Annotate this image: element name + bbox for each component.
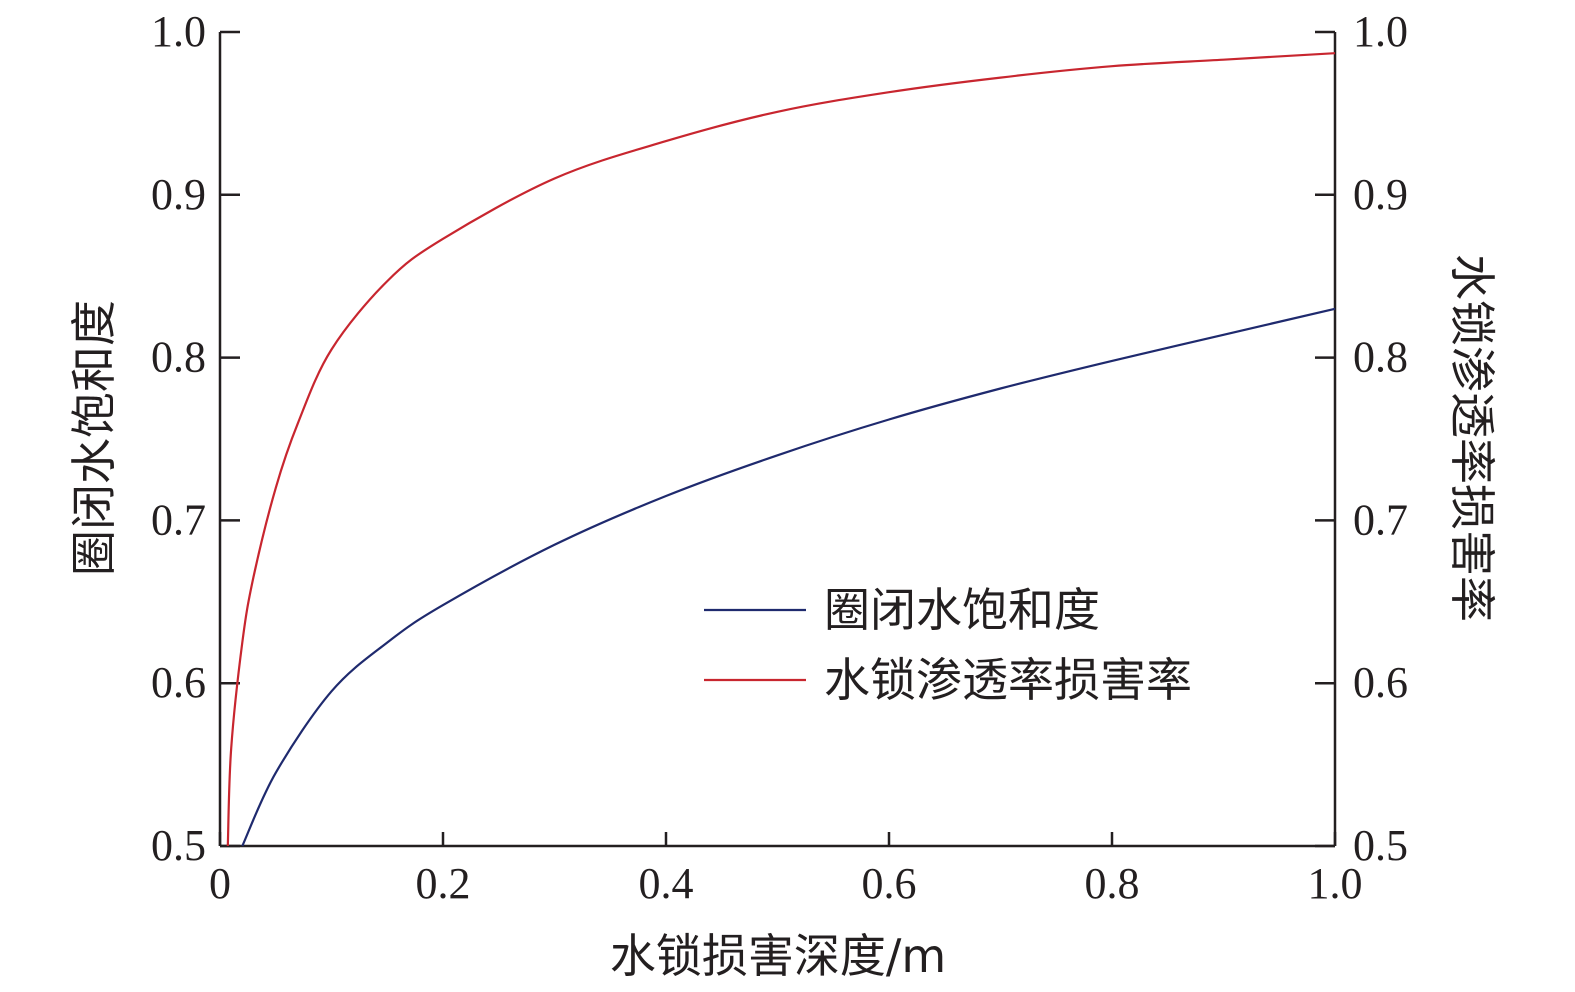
x-axis-title: 水锁损害深度/m bbox=[610, 929, 946, 983]
left-y-tick-label: 0.5 bbox=[151, 821, 206, 870]
left-y-tick-label: 0.6 bbox=[151, 658, 206, 707]
legend-label: 圈闭水饱和度 bbox=[824, 583, 1100, 637]
x-tick-label: 1.0 bbox=[1308, 859, 1363, 908]
legend-label: 水锁渗透率损害率 bbox=[824, 653, 1192, 707]
x-tick-label: 0.2 bbox=[416, 859, 471, 908]
series-line-permeability-damage-rate bbox=[226, 52, 1336, 847]
left-y-tick-label: 0.9 bbox=[151, 170, 206, 219]
left-y-tick-label: 1.0 bbox=[151, 7, 206, 56]
right-y-tick-label: 0.7 bbox=[1353, 495, 1408, 544]
x-tick-label: 0.6 bbox=[862, 859, 917, 908]
left-y-tick-label: 0.8 bbox=[151, 333, 206, 382]
series-line-trapped-water-saturation bbox=[241, 307, 1336, 847]
right-y-tick-label: 0.9 bbox=[1353, 170, 1408, 219]
x-tick-label: 0.8 bbox=[1085, 859, 1140, 908]
axes: 0 0.2 0.4 0.6 0.8 1.00.5 0.50.6 0.60.7 0.70.8 0.8… bbox=[151, 7, 1408, 908]
left-y-tick-label: 0.7 bbox=[151, 495, 206, 544]
left-y-axis-title: 圈闭水饱和度 bbox=[67, 300, 121, 576]
x-tick-label: 0 bbox=[209, 859, 231, 908]
right-y-tick-label: 0.8 bbox=[1353, 333, 1408, 382]
series-layer bbox=[226, 52, 1336, 847]
right-y-tick-label: 0.6 bbox=[1353, 658, 1408, 707]
x-tick-label: 0.4 bbox=[639, 859, 694, 908]
right-y-tick-label: 0.5 bbox=[1353, 821, 1408, 870]
right-y-axis-title: 水锁渗透率损害率 bbox=[1445, 254, 1499, 622]
right-y-tick-label: 1.0 bbox=[1353, 7, 1408, 56]
